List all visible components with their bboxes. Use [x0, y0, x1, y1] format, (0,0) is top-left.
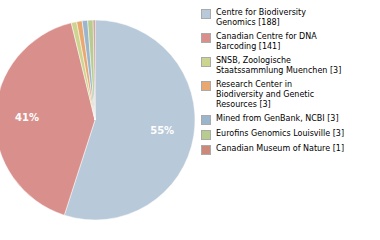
html-text:Canadian Museum of Nature [1]: Canadian Museum of Nature [1]: [216, 144, 344, 153]
html-text:Centre for Biodiversity: Centre for Biodiversity: [216, 8, 306, 17]
html-text:Barcoding [141]: Barcoding [141]: [216, 42, 281, 51]
html-text:Research Center in: Research Center in: [216, 80, 292, 89]
html-text:Staatssammlung Muenchen [3]: Staatssammlung Muenchen [3]: [216, 66, 342, 75]
html-text:Resources [3]: Resources [3]: [216, 100, 271, 109]
svg-text:55%: 55%: [150, 125, 174, 136]
html-text:Canadian Centre for DNA: Canadian Centre for DNA: [216, 32, 317, 41]
html-text:Mined from GenBank, NCBI [3]: Mined from GenBank, NCBI [3]: [216, 114, 339, 123]
html-text:SNSB, Zoologische: SNSB, Zoologische: [216, 56, 291, 65]
html-text:Genomics [188]: Genomics [188]: [216, 18, 280, 27]
html-text:Eurofins Genomics Louisville [: Eurofins Genomics Louisville [3]: [216, 129, 344, 138]
html-text:Biodiversity and Genetic: Biodiversity and Genetic: [216, 90, 315, 99]
svg-text:41%: 41%: [15, 112, 39, 123]
